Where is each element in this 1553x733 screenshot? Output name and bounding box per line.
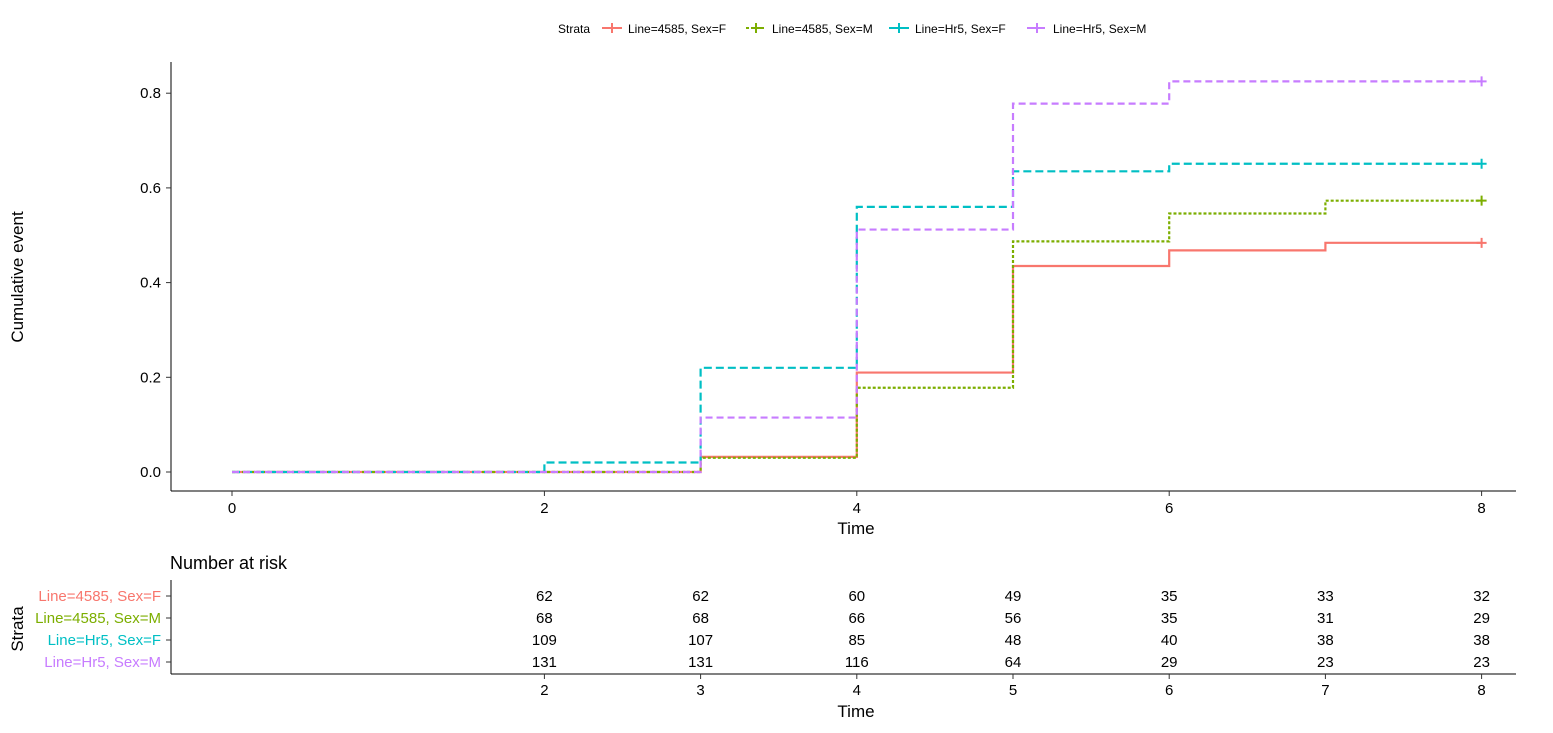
risk-cell: 66 — [848, 610, 865, 627]
risk-cell: 68 — [692, 610, 709, 627]
y-tick-label: 0.0 — [140, 464, 161, 481]
risk-table-x-label: Time — [837, 702, 874, 721]
risk-cell: 64 — [1005, 654, 1022, 671]
risk-cell: 33 — [1317, 588, 1334, 605]
x-tick-label: 2 — [540, 500, 548, 517]
risk-cell: 31 — [1317, 610, 1334, 627]
risk-cell: 32 — [1473, 588, 1490, 605]
legend-label: Line=Hr5, Sex=M — [1053, 22, 1146, 36]
risk-cell: 68 — [536, 610, 553, 627]
y-tick-label: 0.2 — [140, 369, 161, 386]
risk-cell: 56 — [1005, 610, 1022, 627]
censor-mark — [1476, 158, 1487, 169]
risk-x-tick-label: 5 — [1009, 682, 1017, 699]
legend-label: Line=4585, Sex=M — [772, 22, 873, 36]
legend-key-mark — [1032, 23, 1042, 33]
risk-cell: 116 — [845, 654, 869, 671]
risk-table-title: Number at risk — [170, 553, 288, 573]
risk-cell: 35 — [1161, 588, 1178, 605]
risk-cell: 131 — [688, 654, 713, 671]
risk-cell: 62 — [536, 588, 553, 605]
risk-x-tick-label: 7 — [1321, 682, 1329, 699]
risk-cell: 60 — [848, 588, 865, 605]
risk-x-tick-label: 4 — [853, 682, 861, 699]
x-tick-label: 6 — [1165, 500, 1173, 517]
risk-cell: 35 — [1161, 610, 1178, 627]
risk-cell: 23 — [1317, 654, 1334, 671]
legend: Strata Line=4585, Sex=F Line=4585, Sex=M L… — [558, 22, 1146, 36]
risk-cell: 48 — [1005, 632, 1022, 649]
risk-cell: 85 — [848, 632, 865, 649]
risk-cell: 49 — [1005, 588, 1022, 605]
x-axis-label: Time — [837, 519, 874, 538]
cumulative-event-plot: Cumulative event Time 0.0 0.2 0.4 0.6 0.8 0 2 4… — [8, 62, 1516, 538]
risk-cell: 38 — [1317, 632, 1334, 649]
x-tick-label: 0 — [228, 500, 236, 517]
risk-cell: 107 — [688, 632, 713, 649]
legend-title: Strata — [558, 22, 590, 36]
risk-cell: 23 — [1473, 654, 1490, 671]
risk-cell: 29 — [1473, 610, 1490, 627]
y-tick-label: 0.6 — [140, 180, 161, 197]
censor-mark — [1476, 76, 1487, 87]
risk-cell: 109 — [532, 632, 557, 649]
risk-x-tick-label: 2 — [540, 682, 548, 699]
risk-cell: 62 — [692, 588, 709, 605]
legend-label: Line=Hr5, Sex=F — [915, 22, 1006, 36]
risk-row-label: Line=4585, Sex=M — [35, 610, 161, 627]
censor-mark — [1476, 237, 1487, 248]
risk-row-label: Line=Hr5, Sex=F — [48, 632, 161, 649]
legend-label: Line=4585, Sex=F — [628, 22, 726, 36]
y-axis-label: Cumulative event — [8, 211, 27, 343]
risk-table-y-label: Strata — [8, 606, 27, 652]
risk-x-tick-label: 6 — [1165, 682, 1173, 699]
risk-table: Number at risk Strata Time Line=4585, Se… — [8, 553, 1516, 721]
risk-row-label: Line=4585, Sex=F — [38, 588, 161, 605]
series-line — [232, 80, 1482, 474]
y-tick-label: 0.4 — [140, 275, 161, 292]
risk-cell: 40 — [1161, 632, 1178, 649]
legend-key-mark — [894, 23, 904, 33]
risk-row-label: Line=Hr5, Sex=M — [44, 654, 161, 671]
y-tick-label: 0.8 — [140, 85, 161, 102]
risk-cell: 29 — [1161, 654, 1178, 671]
legend-key-mark — [751, 23, 761, 33]
risk-cell: 131 — [532, 654, 557, 671]
x-tick-label: 4 — [853, 500, 861, 517]
legend-key-mark — [607, 23, 617, 33]
x-tick-label: 8 — [1477, 500, 1485, 517]
censor-mark — [1476, 195, 1487, 206]
risk-x-tick-label: 8 — [1477, 682, 1485, 699]
risk-x-tick-label: 3 — [696, 682, 704, 699]
risk-cell: 38 — [1473, 632, 1490, 649]
